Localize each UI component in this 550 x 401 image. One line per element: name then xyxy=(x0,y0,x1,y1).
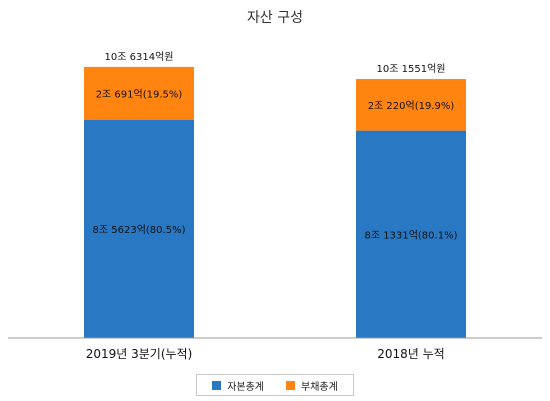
category-label: 2018년 누적 xyxy=(377,347,444,361)
legend-item-liabilities[interactable]: 부채총계 xyxy=(286,378,338,393)
bar-data-label: 2조 220억(19.9%) xyxy=(368,100,455,112)
bar-total-label: 10조 1551억원 xyxy=(377,63,446,75)
bar-segment-liabilities xyxy=(84,66,194,120)
bar-segment-liabilities xyxy=(356,79,466,131)
legend-label-liabilities: 부채총계 xyxy=(301,381,338,393)
legend: 자본총계 부채총계 xyxy=(196,374,354,396)
legend-swatch-equity xyxy=(212,380,222,390)
bar-segment-equity xyxy=(356,130,466,338)
bar-total-label: 10조 6314억원 xyxy=(105,51,174,63)
legend-swatch-liabilities xyxy=(286,380,295,390)
bar-segment-equity xyxy=(84,119,194,338)
bar-data-label: 8조 1331억(80.1%) xyxy=(365,229,458,241)
category-label: 2019년 3분기(누적) xyxy=(86,347,193,361)
chart-title: 자산 구성 xyxy=(247,10,303,26)
bar-data-label: 8조 5623억(80.5%) xyxy=(93,224,186,236)
bar-data-label: 2조 691억(19.5%) xyxy=(96,88,183,100)
legend-label-equity: 자본총계 xyxy=(227,381,264,393)
legend-item-equity[interactable]: 자본총계 xyxy=(212,378,264,393)
bars-group: 8조 5623억(80.5%) 2조 691억(19.5%) 10조 6314억원 2… xyxy=(84,51,466,361)
